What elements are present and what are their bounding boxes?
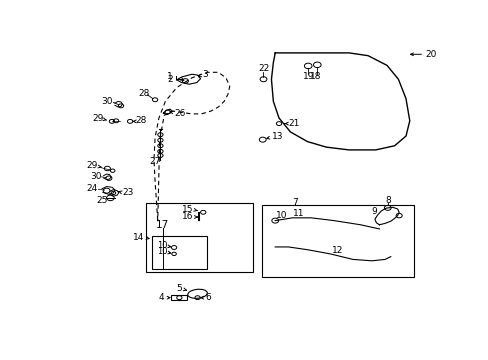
Text: 11: 11: [292, 209, 304, 218]
Text: 16: 16: [182, 212, 193, 221]
Text: 30: 30: [90, 172, 102, 181]
Text: 5: 5: [176, 284, 182, 293]
Text: 21: 21: [288, 118, 299, 127]
Text: 24: 24: [86, 184, 98, 193]
Bar: [146, 203, 252, 272]
Text: 9: 9: [371, 207, 377, 216]
Text: 13: 13: [271, 132, 283, 141]
Text: 29: 29: [86, 161, 98, 170]
Text: 3: 3: [202, 70, 207, 79]
Text: 28: 28: [135, 116, 146, 125]
Text: 10: 10: [157, 241, 167, 250]
Bar: [171, 295, 186, 301]
Text: 25: 25: [96, 196, 107, 205]
Text: 30: 30: [102, 97, 113, 106]
Text: 14: 14: [133, 233, 144, 242]
Text: 15: 15: [182, 205, 193, 214]
Text: 8: 8: [384, 196, 390, 205]
Bar: [262, 205, 413, 278]
Text: 20: 20: [424, 50, 435, 59]
Text: 27: 27: [149, 157, 161, 166]
Text: 10: 10: [276, 211, 287, 220]
Text: 23: 23: [122, 188, 134, 197]
Text: 7: 7: [292, 198, 298, 207]
Text: 12: 12: [331, 246, 343, 255]
Text: 1: 1: [166, 72, 172, 81]
Text: 6: 6: [205, 293, 210, 302]
Text: 2: 2: [166, 75, 172, 84]
Text: 22: 22: [257, 64, 268, 73]
Text: 18: 18: [309, 72, 321, 81]
Text: 17: 17: [156, 220, 169, 230]
Text: 26: 26: [175, 109, 186, 118]
Text: 28: 28: [138, 89, 149, 98]
Bar: [152, 236, 206, 269]
Text: 29: 29: [92, 114, 104, 123]
Text: 10: 10: [157, 247, 167, 256]
Text: 4: 4: [159, 293, 164, 302]
Text: 19: 19: [302, 72, 313, 81]
